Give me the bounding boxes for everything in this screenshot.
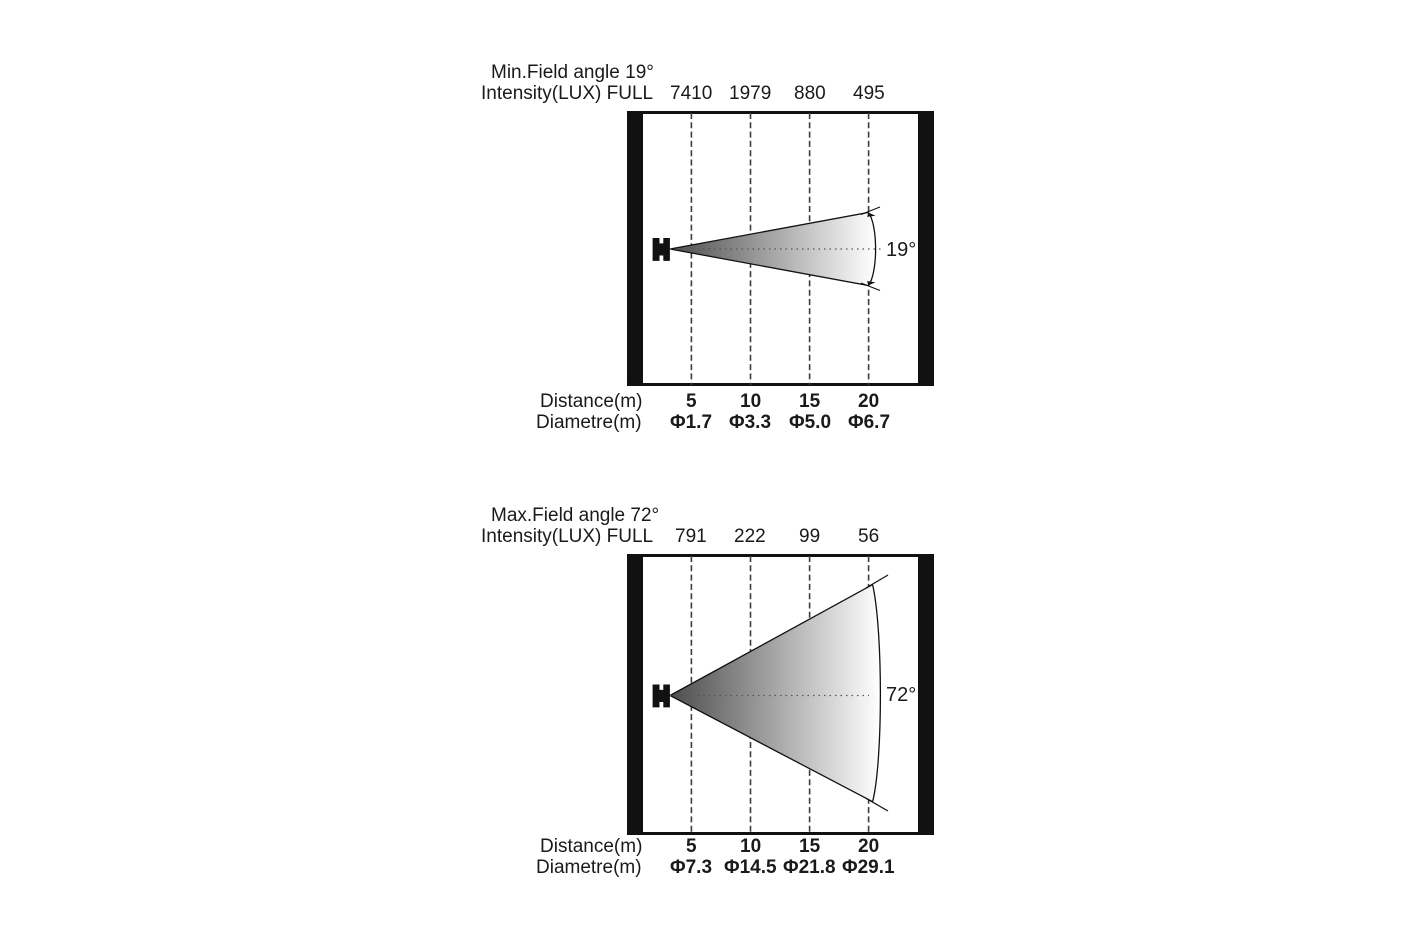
svg-text:72°: 72° — [886, 684, 916, 706]
